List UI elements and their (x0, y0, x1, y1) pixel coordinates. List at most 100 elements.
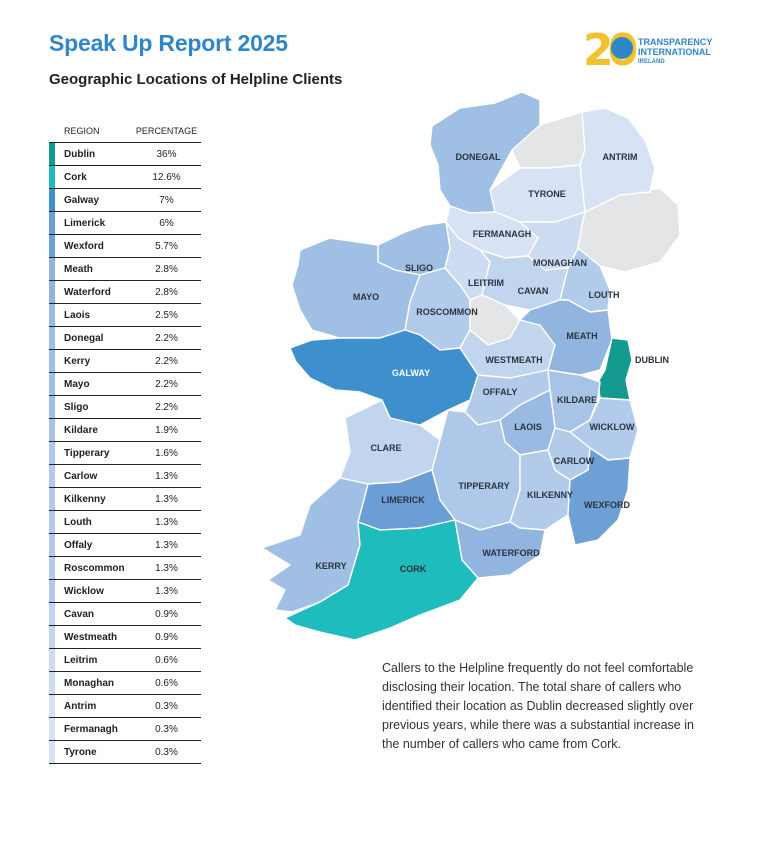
color-swatch (49, 257, 55, 281)
region-column-header: REGION (49, 118, 132, 143)
label-offaly: OFFALY (483, 387, 518, 397)
percentage-column-header: PERCENTAGE (132, 118, 201, 143)
county-kilkenny[interactable] (509, 449, 571, 531)
region-name: Dublin (55, 142, 132, 166)
color-swatch (49, 510, 55, 534)
region-name: Roscommon (55, 556, 132, 580)
table-row: Cavan 0.9% (49, 602, 201, 626)
color-swatch (49, 395, 55, 419)
color-swatch (49, 142, 55, 166)
color-swatch (49, 579, 55, 603)
color-swatch (49, 326, 55, 350)
table-row: Roscommon 1.3% (49, 556, 201, 580)
label-meath: MEATH (566, 331, 597, 341)
county-antrim[interactable] (579, 107, 656, 213)
page-subtitle: Geographic Locations of Helpline Clients (49, 71, 343, 88)
table-row: Galway 7% (49, 188, 201, 212)
region-name: Monaghan (55, 671, 132, 695)
county-wexford[interactable] (567, 447, 631, 546)
color-swatch (49, 602, 55, 626)
region-percentage-table: REGION PERCENTAGE Dublin 36% Cork 12.6% Galw… (49, 118, 201, 764)
county-cork[interactable] (284, 519, 479, 641)
region-percentage: 0.9% (132, 625, 201, 649)
region-name: Donegal (55, 326, 132, 350)
label-mayo: MAYO (353, 292, 379, 302)
region-percentage: 36% (132, 142, 201, 166)
region-name: Wexford (55, 234, 132, 258)
county-donegal[interactable] (429, 91, 541, 214)
region-name: Galway (55, 188, 132, 212)
table-header-row: REGION PERCENTAGE (49, 118, 201, 143)
color-swatch (49, 625, 55, 649)
label-donegal: DONEGAL (456, 152, 502, 162)
region-percentage: 5.7% (132, 234, 201, 258)
region-percentage: 0.3% (132, 717, 201, 741)
table-row: Leitrim 0.6% (49, 648, 201, 672)
region-percentage: 0.6% (132, 648, 201, 672)
table-row: Mayo 2.2% (49, 372, 201, 396)
table-row: Carlow 1.3% (49, 464, 201, 488)
table-body: Dublin 36% Cork 12.6% Galway 7% Limerick 6% Wexf… (49, 142, 201, 764)
label-cork: CORK (400, 564, 427, 574)
region-name: Meath (55, 257, 132, 281)
logo-line-3: IRELAND (638, 59, 665, 65)
region-percentage: 2.2% (132, 395, 201, 419)
label-clare: CLARE (371, 443, 402, 453)
color-swatch (49, 717, 55, 741)
region-percentage: 0.6% (132, 671, 201, 695)
label-tyrone: TYRONE (528, 189, 566, 199)
table-row: Donegal 2.2% (49, 326, 201, 350)
county-meath[interactable] (519, 299, 613, 376)
region-name: Kildare (55, 418, 132, 442)
color-swatch (49, 234, 55, 258)
color-swatch (49, 188, 55, 212)
region-name: Kilkenny (55, 487, 132, 511)
region-percentage: 1.3% (132, 533, 201, 557)
label-louth: LOUTH (589, 290, 620, 300)
table-row: Kildare 1.9% (49, 418, 201, 442)
label-kildare: KILDARE (557, 395, 597, 405)
region-name: Laois (55, 303, 132, 327)
region-name: Antrim (55, 694, 132, 718)
table-row: Westmeath 0.9% (49, 625, 201, 649)
color-swatch (49, 372, 55, 396)
table-row: Monaghan 0.6% (49, 671, 201, 695)
region-percentage: 2.8% (132, 280, 201, 304)
label-cavan: CAVAN (518, 286, 549, 296)
region-name: Cork (55, 165, 132, 189)
label-waterford: WATERFORD (482, 548, 540, 558)
table-row: Tyrone 0.3% (49, 740, 201, 764)
region-percentage: 0.9% (132, 602, 201, 626)
label-sligo: SLIGO (405, 263, 433, 273)
region-name: Mayo (55, 372, 132, 396)
table-row: Dublin 36% (49, 142, 201, 166)
table-row: Limerick 6% (49, 211, 201, 235)
region-percentage: 1.3% (132, 510, 201, 534)
color-swatch (49, 464, 55, 488)
color-swatch (49, 165, 55, 189)
label-antrim: ANTRIM (603, 152, 638, 162)
region-name: Sligo (55, 395, 132, 419)
label-laois: LAOIS (514, 422, 542, 432)
table-row: Laois 2.5% (49, 303, 201, 327)
color-swatch (49, 303, 55, 327)
region-percentage: 7% (132, 188, 201, 212)
logo-line-1: TRANSPARENCY (638, 37, 713, 47)
color-swatch (49, 648, 55, 672)
color-swatch (49, 211, 55, 235)
region-percentage: 2.2% (132, 349, 201, 373)
region-name: Offaly (55, 533, 132, 557)
label-fermanagh: FERMANAGH (473, 229, 532, 239)
table-row: Meath 2.8% (49, 257, 201, 281)
label-dublin: DUBLIN (635, 355, 669, 365)
ti-logo: 20 TRANSPARENCY INTERNATIONAL IRELAND (583, 25, 723, 76)
label-roscommon: ROSCOMMON (416, 307, 478, 317)
color-swatch (49, 418, 55, 442)
table-row: Offaly 1.3% (49, 533, 201, 557)
color-swatch (49, 349, 55, 373)
region-name: Cavan (55, 602, 132, 626)
region-percentage: 1.3% (132, 556, 201, 580)
region-percentage: 6% (132, 211, 201, 235)
region-percentage: 1.3% (132, 464, 201, 488)
